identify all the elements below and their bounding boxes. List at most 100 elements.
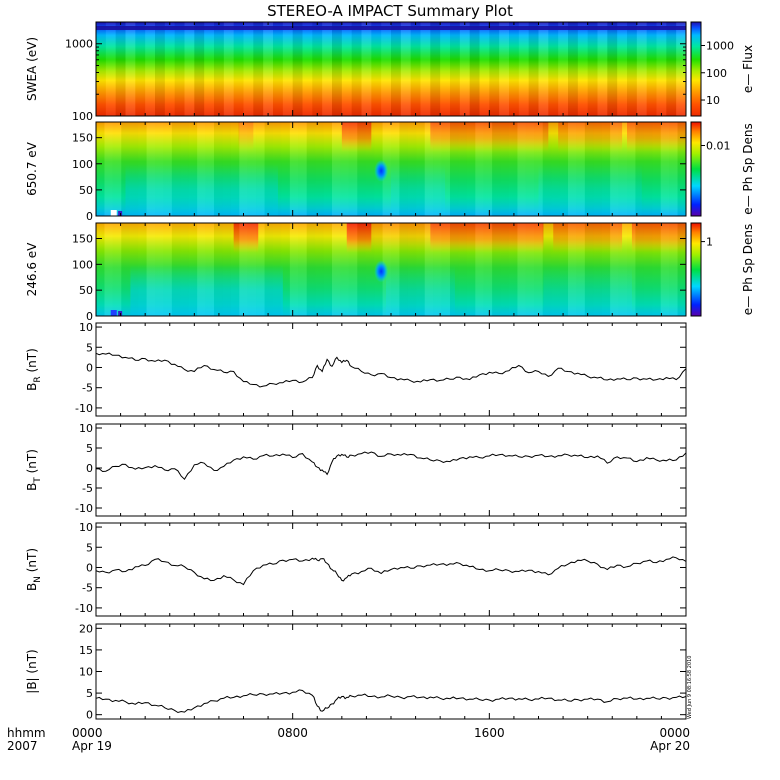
- swea-column: [263, 22, 273, 116]
- colorbar-label: e— Ph Sp Dens: [741, 123, 755, 214]
- swea-top-band: [96, 26, 686, 30]
- swea-column: [450, 22, 460, 116]
- pad-streak: [256, 122, 265, 216]
- pad-streak: [188, 122, 198, 216]
- y-tick-label: 0: [86, 210, 93, 223]
- pad-246-features: [96, 223, 686, 316]
- pad-streak: [407, 122, 417, 216]
- swea-column: [499, 22, 509, 116]
- y-axis-label-sub: N: [33, 576, 43, 583]
- swea-column: [341, 22, 352, 116]
- colorbar-tick-label: 100: [706, 67, 727, 80]
- pad-streak: [273, 122, 282, 216]
- y-tick-label: -5: [82, 382, 93, 395]
- data-gap: [110, 310, 117, 316]
- pad-streak: [281, 122, 290, 216]
- swea-column: [410, 22, 421, 116]
- pad-streak: [289, 223, 299, 316]
- pad-streak: [340, 122, 349, 216]
- pad-streak: [483, 223, 493, 316]
- pad-streak: [534, 122, 543, 216]
- y-tick-label: 0: [86, 361, 93, 374]
- y-axis-label: 650.7 eV: [25, 141, 39, 196]
- y-tick-label: 100: [72, 258, 93, 271]
- y-axis-label: |B| (nT): [25, 649, 39, 693]
- swea-column: [666, 22, 677, 116]
- pad-streak: [155, 223, 164, 316]
- hot-band: [430, 223, 544, 253]
- swea-column: [656, 22, 667, 116]
- pad-streak: [568, 223, 577, 316]
- pad-streak: [542, 223, 552, 316]
- timestamp: Wed Jun 9 08:16:58 2010: [687, 656, 693, 719]
- pad-streak: [323, 223, 332, 316]
- pad-streak: [256, 223, 265, 316]
- pad-streak: [568, 122, 577, 216]
- y-tick-label: 10: [79, 521, 93, 534]
- pad-streak: [273, 223, 282, 316]
- pad-streak: [391, 122, 400, 216]
- pad-streak: [525, 223, 535, 316]
- pad-streak: [323, 122, 332, 216]
- swea-column: [479, 22, 490, 116]
- y-tick-label: 0: [86, 561, 93, 574]
- hot-band: [233, 223, 259, 253]
- pad-streak: [593, 223, 602, 316]
- pad-streak: [112, 122, 122, 216]
- pad-streak: [121, 122, 130, 216]
- pad-streak: [660, 122, 670, 216]
- y-tick-label: 50: [79, 284, 93, 297]
- swea-column: [292, 22, 303, 116]
- pad-streak: [306, 223, 316, 316]
- colorbar-tick-label: 1: [706, 236, 713, 249]
- pad-streak: [551, 223, 560, 316]
- pad-streak: [517, 122, 526, 216]
- colorbar-pad-246: [690, 222, 702, 317]
- y-tick-label: 10: [79, 666, 93, 679]
- pad-streak: [399, 122, 408, 216]
- pad-streak: [643, 122, 653, 216]
- pad-streak: [96, 223, 105, 316]
- swea-column: [636, 22, 647, 116]
- pad-650-spectrogram: [96, 122, 686, 216]
- pad-streak: [205, 223, 214, 316]
- y-axis-label: BT (nT): [25, 449, 43, 491]
- pad-streak: [197, 223, 206, 316]
- y-tick-label: 5: [86, 687, 93, 700]
- pad-streak: [601, 122, 611, 216]
- swea-column: [243, 22, 254, 116]
- y-tick-label: 5: [86, 341, 93, 354]
- pad-streak: [627, 122, 636, 216]
- x-tick-label: 0000: [72, 726, 103, 740]
- swea-column: [509, 22, 519, 116]
- colorbar-pad-650: [690, 121, 702, 217]
- swea-column: [194, 22, 205, 116]
- x-tick-sublabel: Apr 20: [650, 739, 690, 753]
- hot-band: [627, 122, 686, 153]
- pad-streak: [660, 223, 670, 316]
- pad-streak: [332, 223, 341, 316]
- magnetic-field-panels: [95, 352, 687, 714]
- swea-column: [135, 22, 146, 116]
- swea-column: [548, 22, 559, 116]
- pad-streak: [424, 223, 434, 316]
- pad-streak: [239, 122, 248, 216]
- pad-streak: [601, 223, 611, 316]
- pad-streak: [466, 122, 476, 216]
- y-tick-label: 20: [79, 622, 93, 635]
- figure-title: STEREO-A IMPACT Summary Plot: [267, 2, 513, 20]
- pad-streak: [517, 223, 526, 316]
- pad-streak: [652, 122, 661, 216]
- swea-column: [400, 22, 411, 116]
- pad-streak: [416, 122, 425, 216]
- swea-column: [528, 22, 539, 116]
- pad-streak: [104, 223, 113, 316]
- pad-streak: [357, 223, 366, 316]
- pad-streak: [635, 223, 644, 316]
- x-tick-sublabel: Apr 19: [72, 739, 112, 753]
- pad-streak: [669, 223, 678, 316]
- cool-region: [543, 264, 632, 316]
- hot-band: [341, 122, 372, 153]
- swea-column: [391, 22, 401, 116]
